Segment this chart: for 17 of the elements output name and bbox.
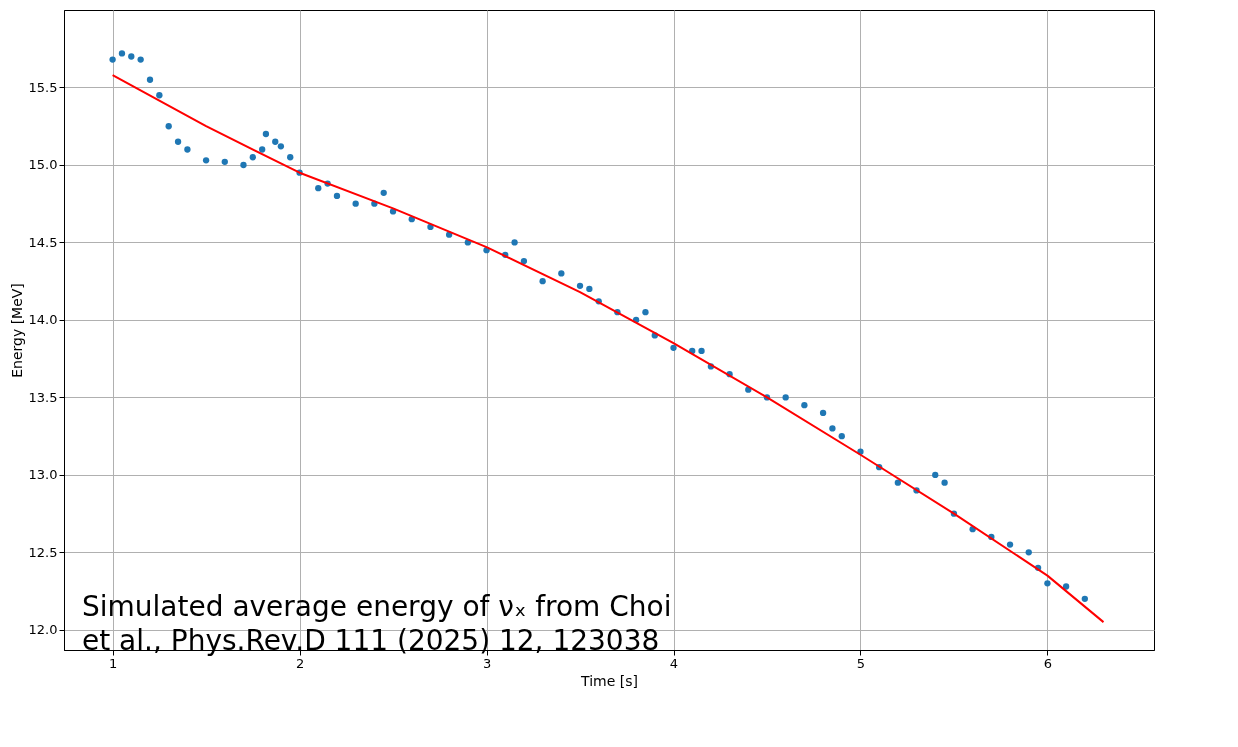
x-axis-title: Time [s] [580, 672, 638, 689]
y-tick-label: 12.5 [28, 544, 58, 560]
x-tick-label: 3 [482, 655, 492, 671]
y-tick-label: 15.5 [28, 79, 58, 95]
x-tick-label: 2 [295, 655, 305, 671]
y-tick-label: 13.0 [28, 467, 58, 483]
y-tick-label: 14.0 [28, 312, 58, 328]
x-tick-label: 5 [856, 655, 866, 671]
y-tick-label: 14.5 [28, 234, 58, 250]
x-tick-label: 4 [669, 655, 679, 671]
x-tick-label: 6 [1043, 655, 1053, 671]
y-tick-label: 15.0 [28, 157, 58, 173]
annotation: Simulated average energy of νₓ from Choi et al., Phys.Rev.D 111 (2025) 12, 123038 [82, 590, 672, 657]
y-axis-title: Energy [MeV] [8, 283, 25, 378]
x-tick-label: 1 [108, 655, 118, 671]
y-tick-label: 13.5 [28, 389, 58, 405]
y-tick-label: 12.0 [28, 622, 58, 638]
